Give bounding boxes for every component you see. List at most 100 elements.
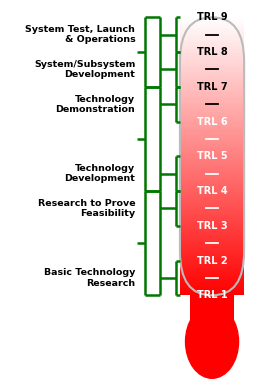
Bar [180, 22, 244, 23]
Bar [180, 47, 244, 48]
Bar [180, 87, 244, 88]
Bar [180, 184, 244, 185]
Bar [180, 224, 244, 225]
Bar [180, 203, 244, 205]
Bar [180, 288, 244, 289]
Bar [180, 270, 244, 271]
Bar [180, 52, 244, 54]
Bar [180, 122, 244, 123]
Bar [180, 111, 244, 112]
Bar [180, 143, 244, 144]
Bar [180, 235, 244, 236]
Bar [180, 78, 244, 80]
Bar [180, 29, 244, 30]
Bar [180, 250, 244, 251]
Bar [180, 190, 244, 191]
Bar [180, 283, 244, 284]
Bar [180, 158, 244, 159]
Bar [180, 46, 244, 47]
Bar [180, 39, 244, 40]
Bar [180, 256, 244, 257]
Bar [180, 293, 244, 295]
Bar [180, 200, 244, 201]
Bar [180, 231, 244, 232]
Bar [180, 69, 244, 70]
Bar [180, 232, 244, 233]
Bar [180, 197, 244, 198]
Bar [180, 269, 244, 270]
Bar [180, 174, 244, 175]
Bar [180, 274, 244, 275]
Bar [180, 31, 244, 32]
Bar [180, 54, 244, 55]
Bar [180, 254, 244, 256]
Bar [180, 271, 244, 272]
Bar [180, 253, 244, 254]
Bar [180, 73, 244, 74]
Bar [180, 160, 244, 161]
Bar [180, 126, 244, 127]
Text: Research to Prove
Feasibility: Research to Prove Feasibility [38, 199, 135, 218]
Text: TRL 9: TRL 9 [197, 12, 227, 22]
Bar [180, 220, 244, 221]
Text: TRL 3: TRL 3 [197, 221, 227, 231]
Bar [180, 27, 244, 29]
Bar [180, 276, 244, 277]
Bar [180, 259, 244, 260]
Bar [180, 281, 244, 282]
Bar [180, 35, 244, 36]
Bar [180, 133, 244, 134]
Bar [180, 71, 244, 72]
Bar [180, 195, 244, 196]
Bar [180, 81, 244, 82]
Bar [180, 117, 244, 119]
Bar [180, 284, 244, 285]
Bar [180, 37, 244, 38]
Bar [180, 88, 244, 89]
Bar [180, 60, 244, 61]
Bar [180, 134, 244, 135]
Bar [180, 237, 244, 238]
Bar [180, 227, 244, 228]
Bar [180, 70, 244, 71]
Bar [180, 208, 244, 209]
Bar [180, 72, 244, 73]
Bar [180, 84, 244, 85]
Bar [180, 173, 244, 174]
Bar [180, 213, 244, 214]
Bar [180, 40, 244, 41]
Bar [180, 32, 244, 33]
Bar [180, 159, 244, 160]
Bar [180, 101, 244, 102]
Bar [180, 198, 244, 199]
Bar [180, 226, 244, 227]
Bar [180, 106, 244, 107]
Bar [180, 266, 244, 267]
Bar [180, 56, 244, 57]
Bar [180, 194, 244, 195]
Bar [180, 291, 244, 293]
Bar [180, 103, 244, 105]
Bar [180, 166, 244, 168]
Bar [180, 265, 244, 266]
Bar [180, 120, 244, 121]
Bar [180, 209, 244, 210]
Bar [180, 57, 244, 58]
Bar [180, 178, 244, 179]
Bar [180, 251, 244, 252]
Bar [180, 63, 244, 64]
Bar [180, 263, 244, 264]
Bar [180, 141, 244, 142]
Bar [180, 45, 244, 46]
Bar [180, 215, 244, 216]
Bar [180, 262, 244, 263]
Bar [180, 240, 244, 242]
Bar [180, 162, 244, 163]
Bar [180, 171, 244, 172]
Bar [180, 242, 244, 244]
Bar [180, 264, 244, 265]
Bar [180, 98, 244, 99]
Bar [180, 19, 244, 20]
Bar [180, 217, 244, 218]
Bar [180, 183, 244, 184]
